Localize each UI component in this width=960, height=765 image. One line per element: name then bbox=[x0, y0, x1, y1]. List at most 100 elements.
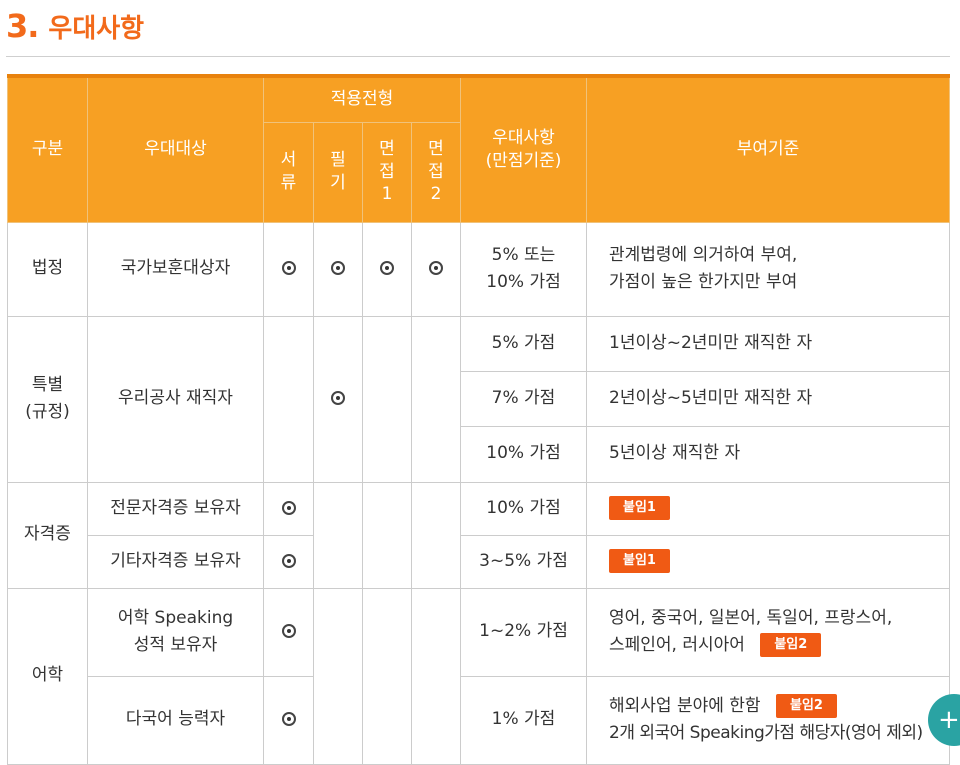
header-char: 접 bbox=[428, 161, 444, 182]
attachment-badge[interactable]: 붙임2 bbox=[775, 693, 837, 718]
benefit-cell: 5% 또는 10% 가점 bbox=[460, 221, 587, 317]
radio-selected-icon bbox=[281, 624, 296, 639]
target-cell: 다국어 능력자 bbox=[87, 675, 264, 765]
plus-icon: + bbox=[938, 705, 960, 735]
table-row: 10% 가점 5년이상 재직한 자 bbox=[8, 425, 950, 483]
stage-cell bbox=[313, 587, 363, 765]
radio-selected-icon bbox=[429, 261, 443, 276]
radio-selected-icon bbox=[281, 500, 296, 515]
criteria-cell: 붙임1 bbox=[586, 481, 950, 536]
header-stage-document: 서 류 bbox=[263, 121, 314, 223]
stage-cell bbox=[263, 587, 314, 677]
stage-cell bbox=[362, 481, 412, 589]
header-char: 면 bbox=[428, 138, 444, 159]
header-benefit: 우대사항 (만점기준) bbox=[460, 74, 587, 223]
category-cell: 특별 (규정) bbox=[7, 315, 88, 483]
benefit-cell: 5% 가점 bbox=[460, 315, 587, 372]
criteria-line: 해외사업 분야에 한함 붙임2 bbox=[609, 693, 949, 720]
stage-cell bbox=[263, 675, 314, 765]
radio-selected-icon bbox=[380, 261, 394, 276]
radio-selected-icon bbox=[281, 553, 296, 568]
table-row: 자격증 전문자격증 보유자 10% 가점 붙임1 bbox=[7, 481, 950, 589]
criteria-line: 스페인어, 러시아어 붙임2 bbox=[609, 632, 949, 659]
benefit-cell: 3~5% 가점 bbox=[460, 534, 587, 589]
attachment-badge[interactable]: 붙임1 bbox=[609, 548, 670, 573]
table-row: 7% 가점 2년이상~5년미만 재직한 자 bbox=[8, 370, 950, 427]
target-line: 어학 Speaking bbox=[117, 607, 234, 628]
stage-cell bbox=[411, 315, 461, 483]
category-cell: 어학 bbox=[7, 587, 88, 765]
stage-cell bbox=[362, 315, 412, 483]
target-cell: 기타자격증 보유자 bbox=[87, 534, 264, 589]
benefit-cell: 1~2% 가점 bbox=[460, 587, 587, 677]
header-stage-interview2: 면 접 2 bbox=[411, 121, 461, 223]
criteria-line: 2개 외국어 Speaking가점 해당자(영어 제외) bbox=[609, 723, 923, 743]
target-cell: 우리공사 재직자 bbox=[87, 315, 264, 483]
header-char: 류 bbox=[280, 173, 297, 193]
header-char: 서 bbox=[280, 150, 297, 171]
category-cell: 법정 bbox=[7, 221, 88, 317]
benefits-table: 구분 우대대상 적용전형 우대사항 (만점기준) 부여기준 서 류 필 기 면 … bbox=[7, 74, 950, 765]
target-cell: 국가보훈대상자 bbox=[87, 221, 264, 317]
stage-cell bbox=[313, 481, 363, 589]
criteria-cell: 2년이상~5년미만 재직한 자 bbox=[586, 370, 950, 427]
criteria-line: 가점이 높은 한가지만 부여 bbox=[609, 272, 798, 292]
category-line: (규정) bbox=[25, 402, 70, 422]
benefit-line: 10% 가점 bbox=[486, 272, 561, 292]
target-cell: 어학 Speaking 성적 보유자 bbox=[87, 587, 264, 677]
header-stage-written: 필 기 bbox=[313, 121, 363, 223]
section-number: 3. bbox=[6, 7, 39, 45]
stage-cell bbox=[263, 221, 314, 317]
benefit-line: 5% 또는 bbox=[491, 244, 556, 265]
criteria-line: 영어, 중국어, 일본어, 독일어, 프랑스어, bbox=[609, 607, 893, 628]
table-row: 기타자격증 보유자 3~5% 가점 붙임1 bbox=[8, 534, 950, 589]
category-line: 특별 bbox=[31, 374, 64, 395]
stage-cell bbox=[411, 587, 461, 765]
header-stage-interview1: 면 접 1 bbox=[362, 121, 412, 223]
radio-selected-icon bbox=[331, 391, 345, 406]
header-benefit-line: (만점기준) bbox=[485, 150, 562, 171]
stage-cell bbox=[411, 221, 461, 317]
radio-selected-icon bbox=[331, 261, 345, 276]
criteria-cell: 관계법령에 의거하여 부여, 가점이 높은 한가지만 부여 bbox=[586, 221, 950, 317]
criteria-cell: 5년이상 재직한 자 bbox=[586, 425, 950, 483]
header-benefit-line: 우대사항 bbox=[492, 127, 555, 148]
divider bbox=[6, 56, 950, 57]
benefit-cell: 10% 가점 bbox=[460, 425, 587, 483]
criteria-cell: 영어, 중국어, 일본어, 독일어, 프랑스어, 스페인어, 러시아어 붙임2 bbox=[586, 587, 950, 677]
header-category: 구분 bbox=[7, 74, 88, 223]
stage-cell bbox=[263, 315, 314, 483]
header-char: 기 bbox=[330, 173, 346, 193]
header-char: 필 bbox=[330, 150, 346, 171]
criteria-text: 해외사업 분야에 한함 bbox=[609, 695, 761, 716]
target-cell: 전문자격증 보유자 bbox=[87, 481, 264, 536]
stage-cell bbox=[263, 481, 314, 536]
section-header: 3. 우대사항 bbox=[6, 6, 144, 46]
benefit-cell: 7% 가점 bbox=[460, 370, 587, 427]
attachment-badge[interactable]: 붙임2 bbox=[760, 632, 822, 658]
table-row: 어학 어학 Speaking 성적 보유자 1~2% 가점 영어, 중국어, 일… bbox=[7, 587, 950, 765]
criteria-cell: 해외사업 분야에 한함 붙임2 2개 외국어 Speaking가점 해당자(영어… bbox=[586, 675, 950, 765]
criteria-text: 스페인어, 러시아어 bbox=[609, 635, 745, 655]
stage-cell bbox=[263, 534, 314, 589]
stage-cell bbox=[313, 221, 363, 317]
target-line: 성적 보유자 bbox=[133, 635, 218, 655]
category-cell: 자격증 bbox=[7, 481, 88, 589]
stage-cell bbox=[313, 315, 363, 483]
radio-selected-icon bbox=[281, 712, 296, 727]
stage-cell bbox=[411, 481, 461, 589]
criteria-cell: 붙임1 bbox=[586, 534, 950, 589]
header-char: 접 bbox=[379, 161, 395, 182]
table-row: 특별 (규정) 우리공사 재직자 5% 가점 1년이상~2년미만 재직한 자 bbox=[7, 315, 950, 483]
header-char: 2 bbox=[430, 184, 442, 205]
header-apply-group: 적용전형 bbox=[263, 74, 461, 123]
table-row: 다국어 능력자 1% 가점 해외사업 분야에 한함 붙임2 2개 외국어 Spe… bbox=[8, 675, 950, 765]
header-target: 우대대상 bbox=[87, 74, 264, 223]
header-char: 면 bbox=[379, 138, 395, 159]
radio-selected-icon bbox=[281, 261, 296, 276]
attachment-badge[interactable]: 붙임1 bbox=[609, 495, 670, 520]
header-criteria: 부여기준 bbox=[586, 74, 950, 223]
stage-cell bbox=[362, 221, 412, 317]
benefit-cell: 1% 가점 bbox=[460, 675, 587, 765]
table-row: 법정 국가보훈대상자 5% 또는 10% 가점 관계법령에 의거하여 부여, 가… bbox=[7, 221, 950, 317]
